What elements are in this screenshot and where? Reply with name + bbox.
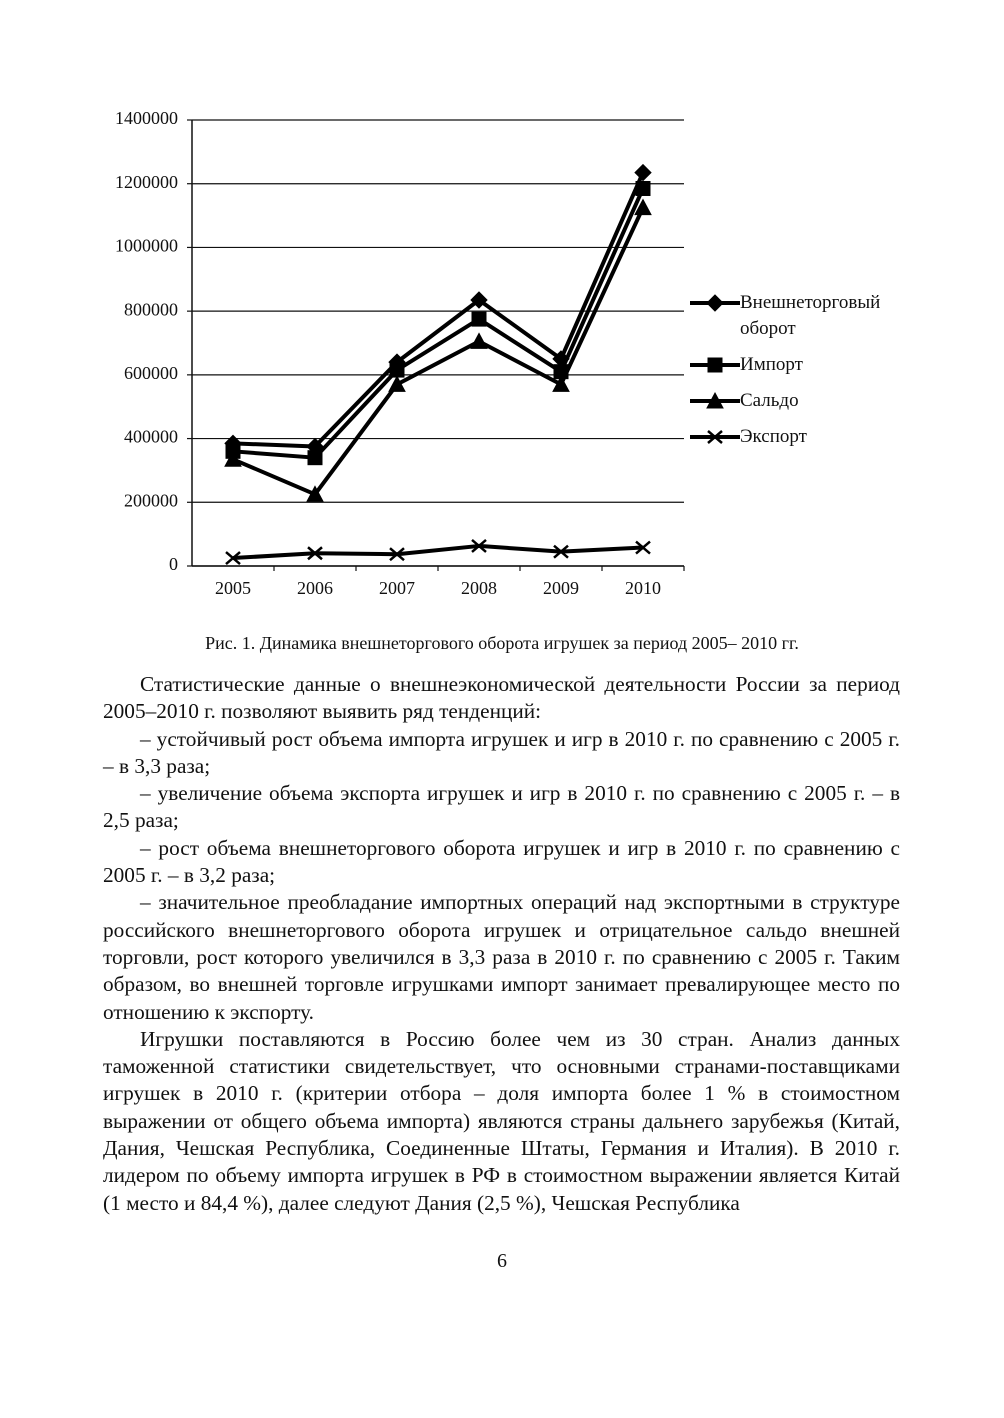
x-tick-label: 2007	[379, 578, 415, 598]
y-tick-label: 800000	[124, 299, 178, 319]
series-line	[232, 543, 644, 561]
marker	[307, 450, 323, 466]
marker	[389, 362, 405, 378]
paragraph: – рост объема внешнеторгового оборота иг…	[103, 835, 900, 888]
body-text: Статистические данные о внешнеэкономичес…	[103, 671, 900, 1217]
y-tick-label: 1000000	[115, 236, 178, 256]
legend-entry: Экспорт	[690, 424, 910, 450]
legend-symbol	[690, 357, 740, 373]
marker	[388, 375, 406, 392]
marker	[470, 332, 488, 349]
x-tick-label: 2006	[297, 578, 333, 598]
x-tick-label: 2010	[625, 578, 661, 598]
x-tick-label: 2005	[215, 578, 251, 598]
paragraph: Статистические данные о внешнеэкономичес…	[103, 672, 900, 724]
legend: Внешнеторговый оборот Импорт Сальдо Экспорт	[690, 290, 910, 460]
marker	[707, 357, 723, 373]
marker	[552, 375, 570, 392]
marker	[706, 391, 724, 409]
paragraph: – значительное преобладание импортных оп…	[103, 890, 900, 1024]
y-tick-label: 1200000	[115, 172, 178, 192]
x-tick-label: 2008	[461, 578, 497, 598]
marker	[706, 294, 724, 312]
series-line	[232, 206, 645, 497]
marker	[389, 547, 405, 562]
y-tick-label: 400000	[124, 427, 178, 447]
marker	[471, 538, 487, 553]
series-line	[232, 171, 645, 449]
legend-label: Импорт	[740, 354, 803, 375]
legend-symbol	[690, 294, 740, 312]
legend-symbol	[690, 391, 740, 409]
y-tick-label: 1400000	[115, 108, 178, 128]
marker	[635, 180, 651, 196]
legend-label: Внешнеторговый оборот	[740, 292, 881, 339]
marker	[224, 450, 242, 467]
paragraph: – увеличение объема экспорта игрушек и и…	[103, 781, 900, 833]
legend-entry: Импорт	[690, 352, 910, 378]
marker	[225, 551, 241, 565]
y-tick-label: 0	[169, 554, 178, 574]
marker	[635, 540, 651, 555]
legend-entry: Внешнеторговый оборот	[690, 290, 910, 342]
marker	[707, 430, 723, 444]
marker	[634, 198, 652, 216]
marker	[307, 546, 323, 561]
paragraph: Игрушки поставляются в Россию более чем …	[103, 1026, 900, 1215]
legend-entry: Сальдо	[690, 388, 910, 414]
marker	[553, 544, 569, 559]
series-line	[232, 187, 645, 460]
paragraph: – устойчивый рост объема импорта игрушек…	[103, 726, 900, 778]
y-tick-label: 200000	[124, 490, 178, 510]
y-tick-label: 600000	[124, 363, 178, 383]
marker	[634, 163, 652, 182]
x-tick-label: 2009	[543, 578, 579, 598]
page-number: 6	[497, 1250, 507, 1272]
marker	[470, 291, 488, 309]
marker	[306, 485, 324, 502]
legend-label: Сальдо	[740, 390, 799, 411]
chart: 0 200000 400000 600000 800000 1000000 1200000 1…	[115, 108, 685, 598]
caption: Рис. 1. Динамика внешнеторгового оборота…	[205, 633, 799, 653]
legend-label: Экспорт	[740, 426, 807, 447]
legend-symbol	[690, 430, 740, 444]
marker	[471, 311, 487, 327]
